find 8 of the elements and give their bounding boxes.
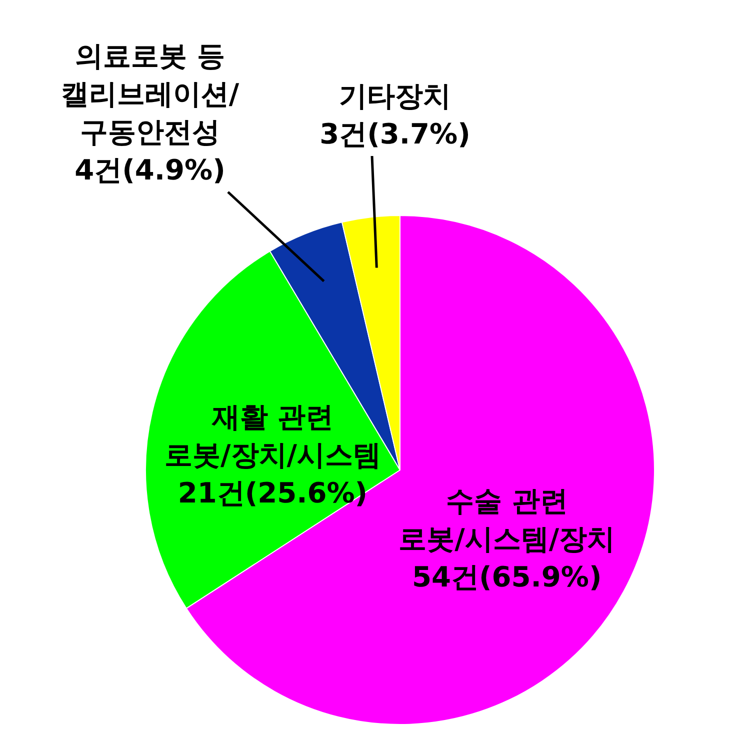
slice-label: 재활 관련 로봇/장치/시스템 xyxy=(164,400,381,472)
slice-label: 수술 관련 로봇/시스템/장치 xyxy=(398,484,616,556)
data-label: 54건(65.9%) xyxy=(412,560,602,594)
data-label: 3건(3.7%) xyxy=(320,117,470,150)
data-label: 21건(25.6%) xyxy=(178,476,368,510)
slice-label: 의료로봇 등 캘리브레이션/구동안전성 xyxy=(60,39,240,148)
slice-label: 기타장치 xyxy=(339,79,451,112)
data-label: 4건(4.9%) xyxy=(74,153,226,186)
